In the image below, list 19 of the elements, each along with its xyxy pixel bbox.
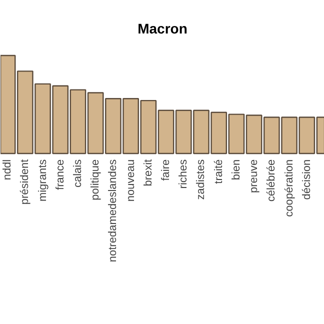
x-tick-label: notredamedeslandes [107, 158, 120, 262]
x-tick-label: france [54, 159, 66, 190]
x-tick-label: faire [160, 159, 172, 181]
chart-title: Macron [138, 20, 188, 36]
x-tick-label: zadistes [195, 158, 208, 200]
x-tick-label: riches [178, 158, 190, 189]
x-tick-label: politique [90, 159, 102, 200]
x-tick-label: migrants [36, 158, 49, 202]
x-tick-label: bien [230, 159, 242, 180]
x-tick-label: décision [300, 159, 313, 200]
x-tick-label: traité [212, 159, 225, 184]
x-tick-label: nouveau [124, 159, 137, 202]
x-tick-label: coopération [283, 159, 296, 217]
x-tick-label: nddl [2, 159, 14, 180]
x-tick-label: président [19, 159, 32, 205]
x-tick-label: célébrée [266, 159, 278, 202]
x-tick-label: preuve [248, 159, 260, 194]
x-tick-label: calais [72, 158, 84, 188]
x-tick-label: brexit [142, 159, 154, 186]
